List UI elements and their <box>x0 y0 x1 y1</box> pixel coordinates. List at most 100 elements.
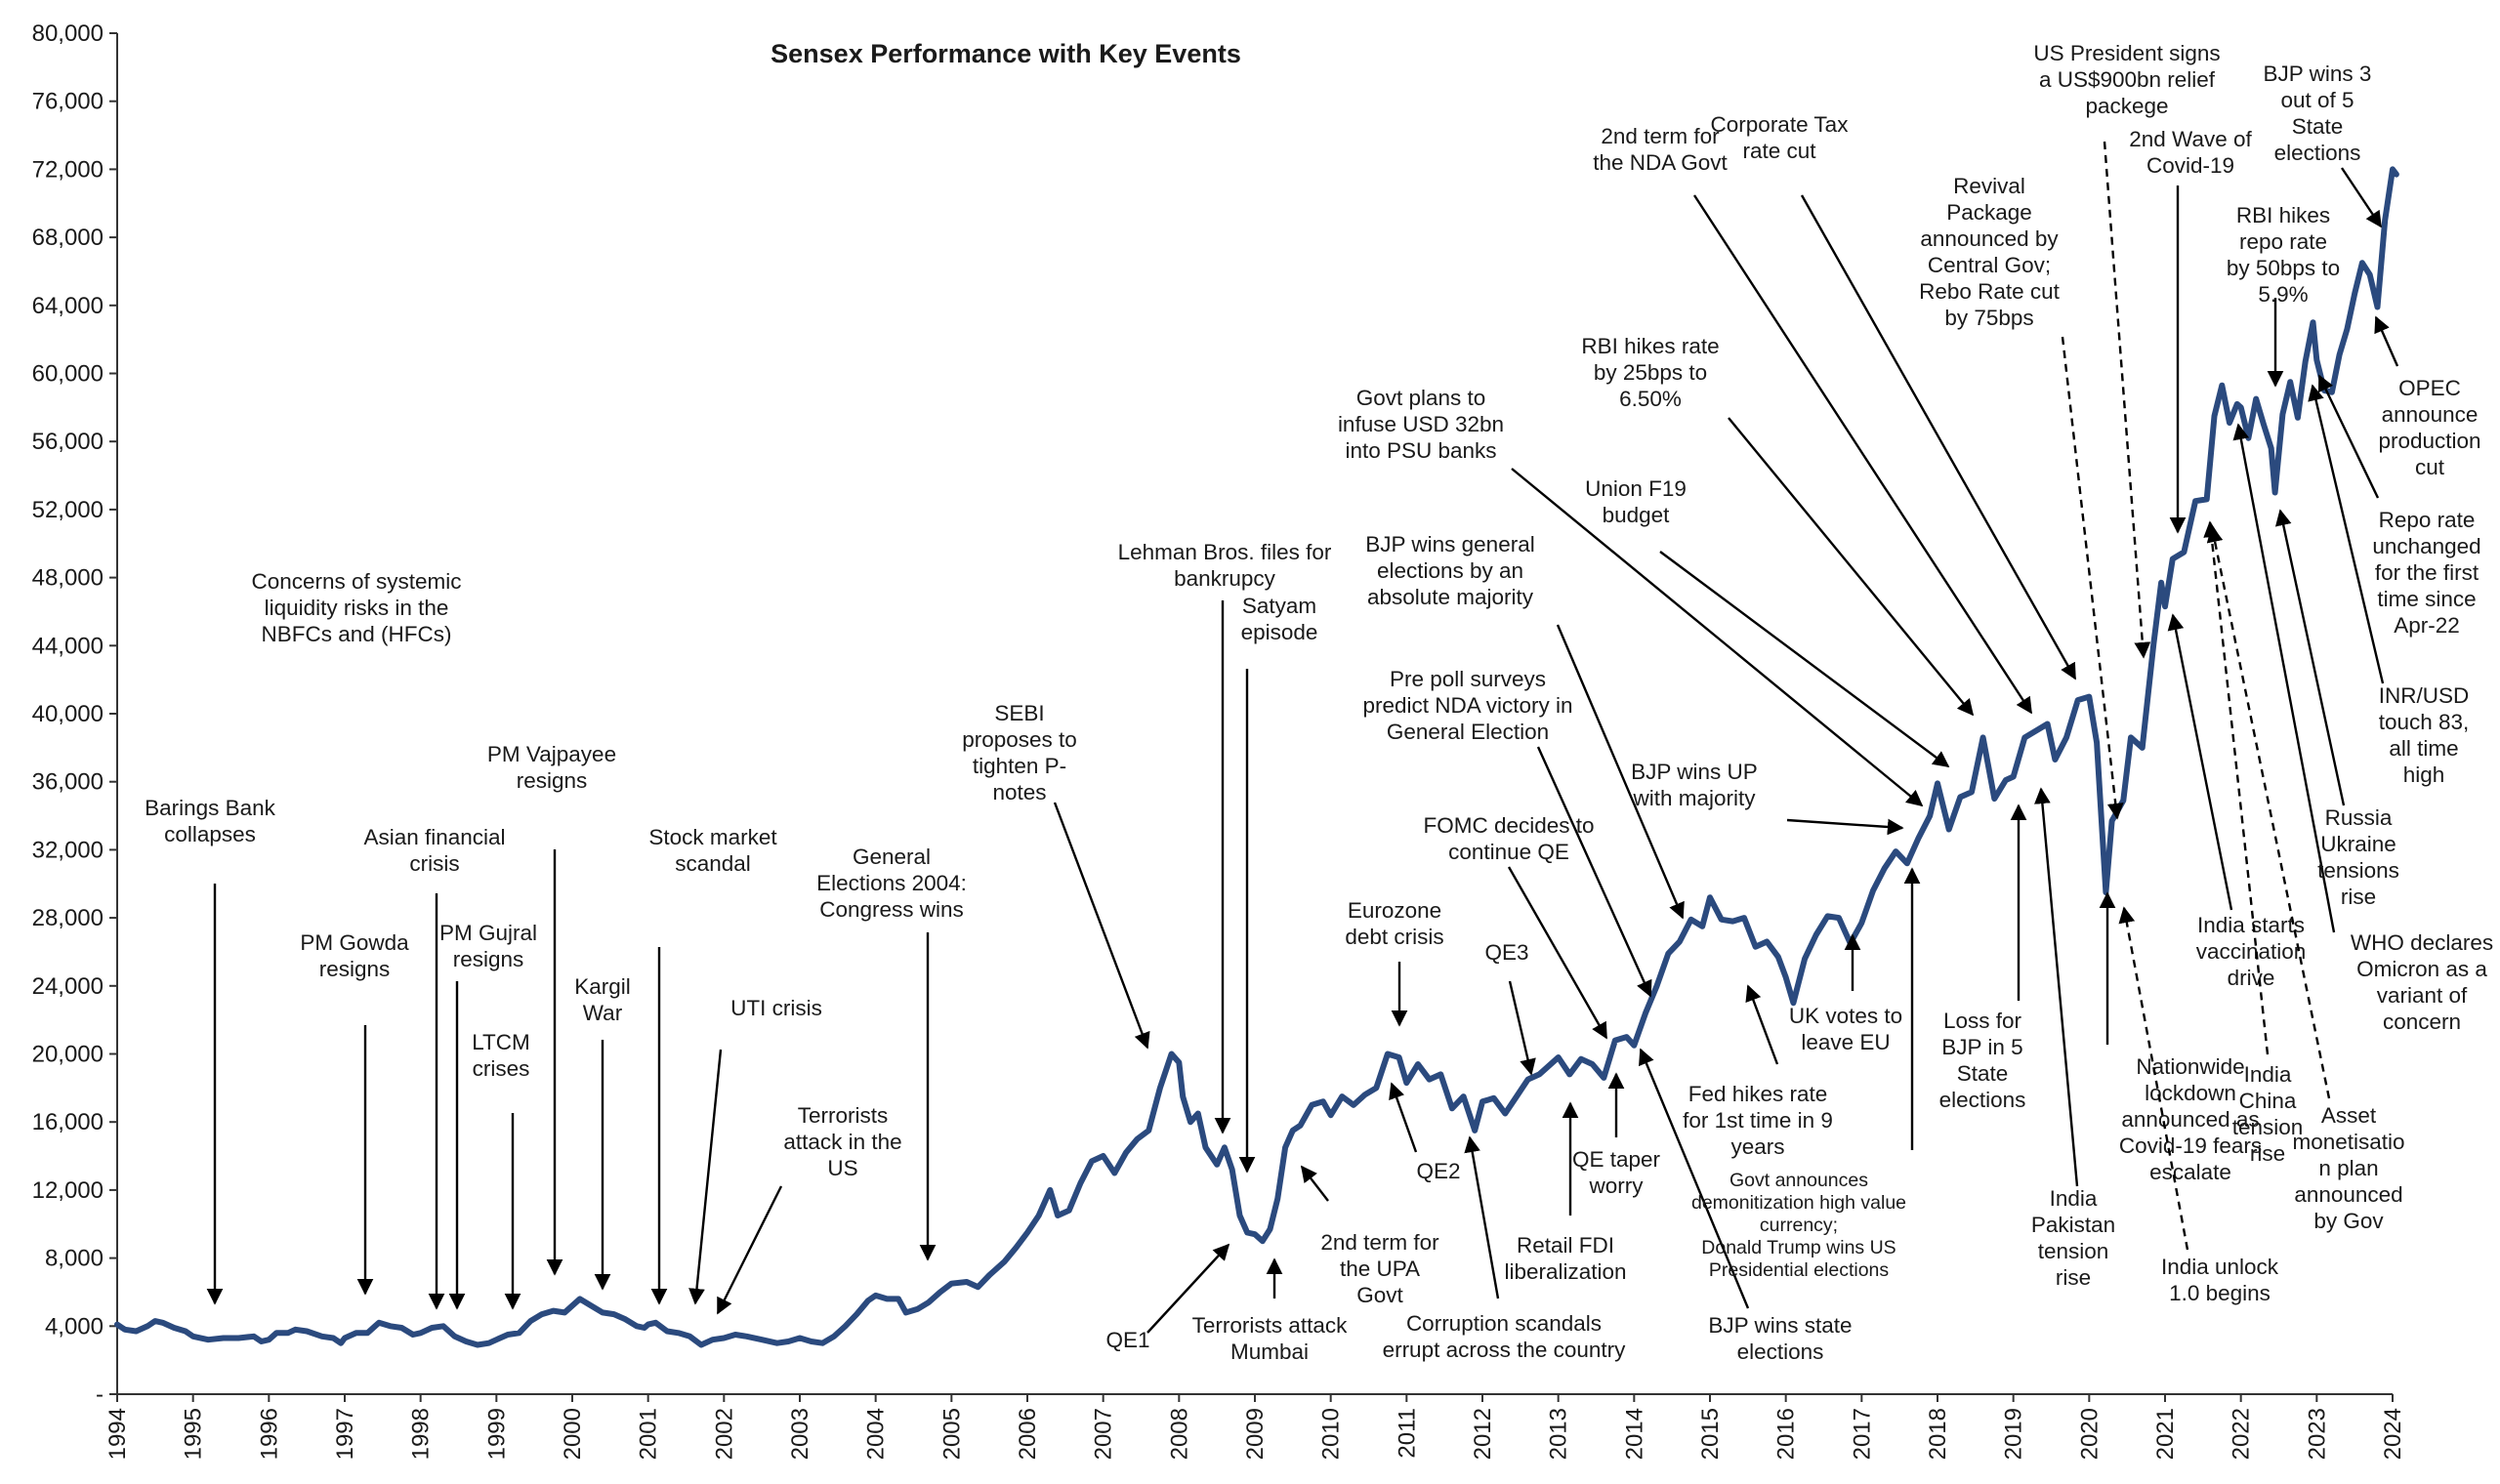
x-tick-label: 2006 <box>1015 1408 1041 1460</box>
x-tick-label: 2019 <box>2001 1408 2027 1460</box>
y-tick-label: 56,000 <box>32 429 104 455</box>
y-tick-label: - <box>96 1381 104 1408</box>
annotation: UTI crisis <box>688 996 822 1305</box>
annotation-line: attack in the <box>783 1130 901 1154</box>
annotation-arrow <box>2167 613 2233 911</box>
annotation-line: high <box>2403 763 2445 787</box>
annotation-label: Revival Package announced by Central Gov; Re… <box>1919 174 2061 330</box>
annotation-label: Asian financial crisis <box>363 825 505 876</box>
annotation-line: 6.50% <box>1619 387 1682 411</box>
annotation-label: Govt plans to infuse USD 32bn into PSU ban… <box>1338 386 1504 463</box>
annotation: PM Gowda resigns <box>300 930 409 1296</box>
annotation-line: announced <box>2294 1182 2402 1207</box>
annotation-line: tensions <box>2317 858 2399 883</box>
annotation-line: Asset <box>2321 1103 2377 1128</box>
annotation-line: Elections 2004: <box>816 871 967 895</box>
annotation-line: production <box>2378 429 2480 453</box>
y-tick-label: 44,000 <box>32 633 104 659</box>
annotation-line: absolute majority <box>1367 585 1534 609</box>
annotation: 2nd term for the NDA Govt <box>1593 124 2033 715</box>
annotation: BJP wins UP with majority <box>1631 760 1904 836</box>
annotation-line: Pakistan <box>2031 1213 2115 1237</box>
x-tick-label: 2012 <box>1470 1408 1496 1460</box>
annotation-arrow <box>1639 1048 1750 1309</box>
annotation-line: elections <box>1737 1340 1824 1364</box>
y-tick-label: 28,000 <box>32 905 104 931</box>
annotation-line: announce <box>2382 402 2479 427</box>
annotation-arrow <box>1536 746 1652 998</box>
annotation-label: RBI hikes rate by 25bps to 6.50% <box>1581 334 1719 411</box>
y-tick-label: 76,000 <box>32 89 104 115</box>
annotation-line: US President signs <box>2033 41 2220 65</box>
annotation: WHO declares Omicron as a variant of concer… <box>2232 423 2493 1034</box>
annotation-line: Terrorists attack <box>1192 1313 1349 1338</box>
x-tick-label: 2004 <box>863 1408 890 1460</box>
annotation-arrow <box>2341 167 2382 228</box>
annotation: INR/USD touch 83, all time high <box>2308 384 2469 787</box>
annotation-line: Satyam <box>1242 594 1316 618</box>
annotation-arrow <box>2118 906 2189 1251</box>
annotation-line: Apr-22 <box>2394 613 2460 638</box>
annotation-line: variant of <box>2377 983 2468 1008</box>
annotation-line: Repo rate <box>2379 508 2476 532</box>
annotation-line: currency; <box>1760 1215 1838 1236</box>
annotation-line: errupt across the country <box>1383 1338 1627 1362</box>
annotation-line: time since <box>2377 587 2476 611</box>
annotation-line: 1.0 begins <box>2169 1281 2271 1305</box>
annotation-line: Covid-19 fears <box>2119 1134 2262 1158</box>
x-tick-label: 2015 <box>1697 1408 1724 1460</box>
annotation-line: 2nd term for <box>1320 1230 1439 1255</box>
annotation-line: infuse USD 32bn <box>1338 412 1504 436</box>
annotation-line: tension <box>2232 1115 2304 1139</box>
annotation-line: US <box>827 1156 857 1180</box>
annotation-label: General Elections 2004: Congress wins <box>816 845 967 922</box>
x-tick-label: 1995 <box>181 1408 207 1460</box>
x-tick-label: 1994 <box>104 1408 131 1460</box>
annotation-label: SEBI proposes to tighten P-notes <box>962 701 1077 804</box>
annotation-line: Kargil <box>574 974 631 999</box>
y-tick-label: 68,000 <box>32 225 104 251</box>
annotation-arrow <box>1507 866 1608 1040</box>
y-tick-label: 32,000 <box>32 837 104 863</box>
annotation-line: NBFCs and (HFCs) <box>261 622 451 646</box>
annotation-line: tighten P- <box>973 754 1066 778</box>
annotation-line: elections by an <box>1377 558 1523 583</box>
annotation: Govt plans to infuse USD 32bn into PSU ban… <box>1338 386 1924 807</box>
annotation-label: QE3 <box>1484 940 1528 965</box>
annotation-label: BJP wins state elections <box>1708 1313 1852 1364</box>
annotation-line: crises <box>473 1056 530 1081</box>
annotation: Kargil War <box>574 974 631 1291</box>
annotation-label: Barings Bank collapses <box>145 796 276 846</box>
x-tick-label: 2005 <box>938 1408 965 1460</box>
annotation: RBI hikes repo rate by 50bps to 5.9% <box>2227 203 2340 388</box>
annotation-line: rise <box>2250 1141 2285 1166</box>
annotation-label: PM Gujral resigns <box>439 921 537 971</box>
annotation: QE taper worry <box>1572 1072 1661 1198</box>
annotation-line: General <box>853 845 931 869</box>
annotation-line: the UPA <box>1340 1257 1420 1281</box>
y-tick-label: 40,000 <box>32 701 104 727</box>
annotation-label: Terrorists attack Mumbai <box>1192 1313 1349 1364</box>
annotation-line: QE2 <box>1416 1159 1460 1183</box>
annotation: UK votes to leave EU <box>1789 933 1902 1054</box>
annotation: 2nd Wave of Covid-19 <box>2129 127 2252 534</box>
annotation-label: UTI crisis <box>730 996 822 1020</box>
annotation-line: LTCM <box>472 1030 530 1054</box>
y-tick-label: 52,000 <box>32 497 104 523</box>
annotation-line: China <box>2239 1089 2297 1113</box>
annotation-line: QE1 <box>1105 1328 1149 1352</box>
annotation-line: lockdown <box>2145 1081 2236 1105</box>
annotation-arrow <box>2374 315 2399 367</box>
annotation-arrow <box>2061 336 2124 820</box>
annotation-line: Covid-19 <box>2146 153 2234 178</box>
annotation-line: Terrorists <box>798 1103 889 1128</box>
annotation: 2nd term for the UPA Govt <box>1300 1165 1439 1307</box>
annotation-line: budget <box>1603 503 1671 527</box>
y-tick-label: 4,000 <box>45 1313 104 1340</box>
annotation-line: State <box>1957 1061 2009 1086</box>
annotation-line: rise <box>2341 885 2376 909</box>
annotation-arrow <box>1745 984 1779 1065</box>
annotation-line: Eurozone <box>1348 898 1441 923</box>
annotation-label: QE2 <box>1416 1159 1460 1183</box>
annotation-label: BJP wins UP with majority <box>1631 760 1758 810</box>
